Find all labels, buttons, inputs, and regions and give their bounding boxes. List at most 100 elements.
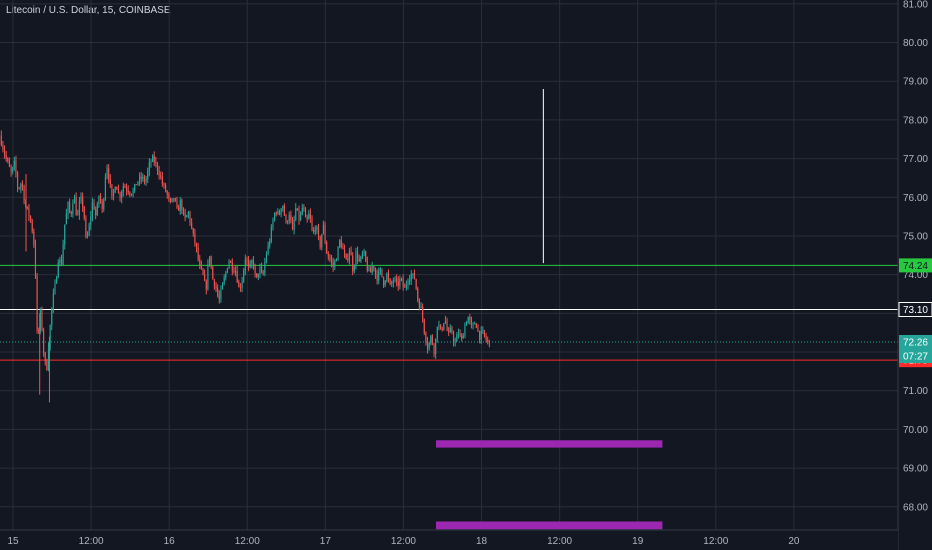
- time-axis: 15 12:00 16 12:00 17 12:00 18 12:00 19 12:00 20: [7, 536, 799, 547]
- candle-body: [51, 308, 53, 326]
- candle-body: [233, 270, 235, 273]
- candle-body: [456, 335, 458, 342]
- candle-body: [374, 268, 377, 275]
- candle-body: [423, 319, 425, 333]
- candle-body: [443, 323, 445, 330]
- price-tick-label: 75.00: [903, 231, 928, 242]
- candle-body: [345, 253, 347, 259]
- candle-body: [308, 213, 310, 220]
- candle-body: [386, 273, 388, 282]
- price-tick-label: 76.00: [903, 193, 928, 204]
- candle-body: [15, 160, 17, 173]
- candle-body: [121, 192, 123, 198]
- candle-body: [129, 192, 131, 194]
- candle-body: [392, 280, 394, 283]
- candle-body: [215, 286, 217, 289]
- candle-body: [0, 135, 2, 145]
- time-tick-label: 20: [788, 536, 800, 547]
- candle-body: [256, 273, 258, 278]
- price-axis-background[interactable]: [898, 0, 932, 550]
- candle-body: [262, 272, 264, 274]
- candle-body: [34, 244, 37, 277]
- candle-body: [448, 330, 450, 333]
- candle-body: [396, 278, 398, 282]
- candle-body: [339, 240, 341, 247]
- candle-body: [156, 163, 159, 171]
- candle-body: [187, 211, 189, 216]
- candle-body: [199, 259, 201, 266]
- candle-body: [280, 208, 282, 215]
- candle-body: [348, 250, 351, 261]
- candle-body: [368, 268, 370, 271]
- candle-body: [322, 225, 324, 235]
- candle-body: [449, 328, 451, 333]
- candle-body: [23, 186, 25, 202]
- candle-body: [309, 213, 311, 219]
- candle-body: [277, 211, 279, 214]
- candle-body: [161, 176, 163, 184]
- candle-body: [65, 213, 67, 225]
- candle-body: [365, 251, 367, 262]
- candle-body: [438, 324, 440, 328]
- candle-body: [409, 280, 411, 282]
- candle-body: [43, 329, 45, 353]
- candle-body: [321, 234, 323, 248]
- time-tick-label: 16: [164, 536, 176, 547]
- candle-body: [257, 273, 259, 278]
- candle-body: [3, 149, 6, 155]
- candle-body: [44, 352, 46, 362]
- candle-body: [488, 341, 490, 343]
- candle-body: [178, 208, 180, 211]
- candle-body: [360, 256, 362, 262]
- candle-body: [168, 193, 170, 199]
- candle-body: [316, 226, 318, 231]
- candle-body: [477, 327, 479, 331]
- price-tick-label: 70.00: [903, 425, 928, 436]
- candle-body: [418, 300, 420, 309]
- candle-body: [173, 198, 175, 200]
- candle-body: [163, 183, 165, 186]
- candle-body: [347, 258, 349, 261]
- candle-layer: [0, 130, 490, 403]
- candle-body: [270, 227, 272, 242]
- candle-body: [220, 289, 222, 300]
- time-tick-label: 18: [476, 536, 488, 547]
- candle-body: [127, 190, 129, 193]
- candle-body: [191, 222, 193, 228]
- price-level-tag: [899, 334, 932, 349]
- candle-body: [474, 323, 476, 325]
- candle-body: [342, 246, 344, 250]
- price-tick-label: 77.00: [903, 154, 928, 165]
- candle-body: [275, 213, 277, 214]
- candle-body: [330, 259, 333, 263]
- candle-body: [217, 288, 219, 296]
- candle-body: [165, 185, 167, 192]
- candle-body: [267, 245, 269, 254]
- candle-body: [83, 207, 85, 219]
- candle-body: [207, 264, 209, 290]
- candle-body: [182, 210, 185, 213]
- candle-body: [13, 160, 15, 168]
- candle-body: [181, 200, 183, 211]
- candle-body: [82, 196, 84, 208]
- candle-body: [95, 209, 97, 216]
- candle-body: [461, 334, 463, 339]
- candle-body: [355, 251, 357, 266]
- candle-body: [470, 320, 473, 325]
- candle-body: [20, 184, 22, 189]
- time-axis-background[interactable]: [0, 530, 898, 550]
- candle-body: [479, 330, 481, 340]
- candle-body: [373, 266, 375, 269]
- candle-body: [304, 208, 307, 218]
- candle-body: [254, 266, 256, 274]
- candle-body: [86, 235, 89, 237]
- candle-body: [108, 168, 110, 179]
- candle-body: [195, 243, 198, 248]
- time-tick-label: 19: [632, 536, 644, 547]
- candle-body: [326, 241, 328, 254]
- candle-body: [420, 306, 422, 309]
- candle-body: [454, 341, 456, 343]
- candle-body: [33, 231, 35, 245]
